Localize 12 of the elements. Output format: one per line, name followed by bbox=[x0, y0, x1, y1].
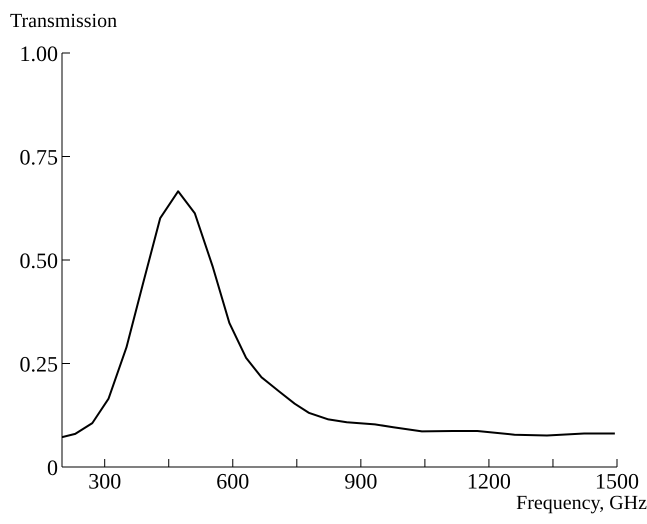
x-tick-label: 1500 bbox=[595, 468, 639, 494]
y-tick-label: 0.75 bbox=[20, 144, 58, 170]
x-tick-label: 1200 bbox=[466, 468, 511, 494]
y-tick-label: 0.50 bbox=[20, 248, 58, 273]
x-axis-title: Frequency, GHz bbox=[516, 492, 647, 515]
x-tick-label: 300 bbox=[88, 468, 122, 494]
y-tick-label: 0 bbox=[47, 454, 58, 480]
x-tick-label: 600 bbox=[216, 468, 250, 494]
x-tick-label: 900 bbox=[344, 468, 378, 494]
y-tick-label: 0.25 bbox=[20, 351, 58, 376]
y-axis-title: Transmission bbox=[10, 10, 118, 33]
y-tick-label: 1.00 bbox=[20, 40, 58, 66]
